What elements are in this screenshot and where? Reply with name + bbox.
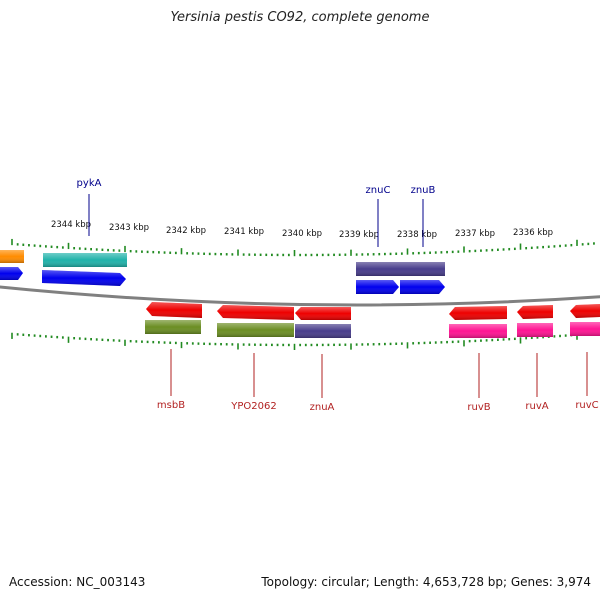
gene-label-znuC[interactable]: znuC [366,185,391,196]
map-title: Yersinia pestis CO92, complete genome [170,10,430,25]
top-gene-labels: pykA znuC znuB [77,178,436,247]
inner-tick-track [11,332,595,350]
scale-label: 2341 kbp [224,227,264,237]
scale-label: 2337 kbp [455,229,495,239]
accession-text: Accession: NC_003143 [9,575,146,589]
bottom-features [145,302,600,338]
bottom-gene-labels: msbB YPO2062 znuA ruvB ruvA ruvC [157,349,599,413]
gene-label-znuB[interactable]: znuB [411,185,436,196]
genome-backbone [0,285,600,307]
scale-label: 2340 kbp [282,229,322,239]
scale-label: 2343 kbp [109,223,149,233]
gene-label-ruvA[interactable]: ruvA [525,401,548,412]
scale-label: 2344 kbp [51,220,91,230]
scale-labels: 2344 kbp 2343 kbp 2342 kbp 2341 kbp 2340 kbp… [51,220,553,240]
outer-tick-track [11,238,595,257]
scale-label: 2342 kbp [166,226,206,236]
gene-label-znuA[interactable]: znuA [310,402,335,413]
scale-label: 2338 kbp [397,230,437,240]
gene-label-ruvB[interactable]: ruvB [467,402,490,413]
gene-label-YPO2062[interactable]: YPO2062 [230,401,276,412]
scale-label: 2336 kbp [513,228,553,238]
top-features [0,250,445,294]
topology-text: Topology: circular; Length: 4,653,728 bp… [261,575,591,589]
scale-label: 2339 kbp [339,230,379,240]
gene-label-pykA[interactable]: pykA [77,178,102,189]
gene-label-msbB[interactable]: msbB [157,400,185,411]
gene-label-ruvC[interactable]: ruvC [575,400,598,411]
